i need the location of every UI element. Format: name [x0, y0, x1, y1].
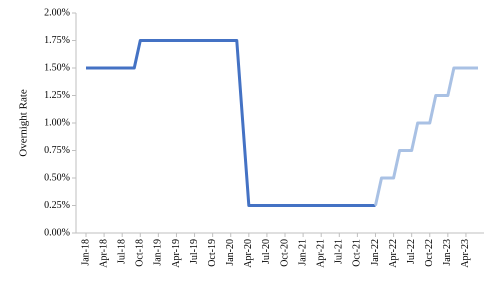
y-tick-label: 0.50%	[44, 172, 70, 183]
y-tick-label: 1.00%	[44, 117, 70, 128]
y-tick-label: 2.00%	[44, 7, 70, 18]
x-tick-label: Oct-20	[279, 239, 290, 267]
x-tick-label: Oct-21	[352, 239, 363, 267]
y-tick-label: 1.25%	[44, 90, 70, 101]
y-tick-label: 0.75%	[44, 145, 70, 156]
y-tick-label: 0.25%	[44, 200, 70, 211]
x-tick-label: Jul-20	[261, 239, 272, 264]
x-tick-label: Apr-21	[315, 239, 326, 268]
series-line	[86, 39, 376, 207]
x-tick-label: Jan-18	[80, 239, 91, 266]
x-tick-label: Apr-18	[98, 239, 109, 268]
x-tick-label: Apr-22	[388, 239, 399, 268]
x-tick-label: Jan-20	[225, 239, 236, 266]
x-tick-label: Apr-23	[460, 239, 471, 268]
y-tick-label: 1.75%	[44, 35, 70, 46]
x-tick-label: Oct-19	[207, 239, 218, 267]
x-tick-label: Jan-21	[297, 239, 308, 266]
x-tick-label: Jan-19	[153, 239, 164, 266]
x-tick-label: Jul-19	[189, 239, 200, 264]
y-axis-label: Overnight Rate	[18, 89, 30, 157]
x-tick-label: Jul-18	[116, 239, 127, 264]
x-tick-label: Jan-23	[442, 239, 453, 266]
x-tick-label: Jul-21	[334, 239, 345, 264]
y-tick-label: 0.00%	[44, 227, 70, 238]
x-tick-label: Jul-22	[406, 239, 417, 264]
y-tick-label: 1.50%	[44, 62, 70, 73]
x-tick-label: Jan-22	[370, 239, 381, 266]
series-line	[374, 66, 478, 206]
x-tick-label: Oct-22	[424, 239, 435, 267]
x-tick-label: Oct-18	[135, 239, 146, 267]
x-tick-label: Apr-19	[171, 239, 182, 268]
x-tick-label: Apr-20	[243, 239, 254, 268]
